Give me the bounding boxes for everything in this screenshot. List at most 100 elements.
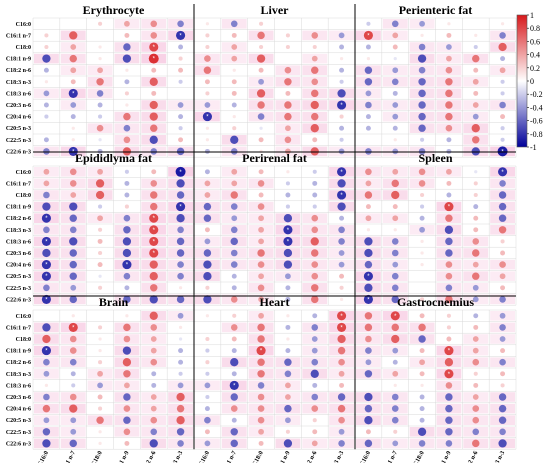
corr-dot bbox=[446, 168, 452, 175]
corr-dot bbox=[44, 44, 49, 50]
corr-dot bbox=[98, 274, 102, 278]
corr-dot bbox=[391, 284, 399, 292]
panels-layer: Erythrocyte * * * * * Liver * * Perienteric fat * *… bbox=[32, 3, 517, 450]
row-label: C18:3 n-3 bbox=[6, 80, 31, 86]
corr-dot bbox=[418, 440, 426, 447]
corr-dot bbox=[230, 296, 238, 303]
corr-dot bbox=[445, 112, 453, 121]
corr-dot bbox=[257, 261, 265, 268]
corr-dot bbox=[68, 322, 78, 332]
corr-dot bbox=[41, 213, 51, 223]
corr-dot bbox=[232, 68, 236, 72]
corr-dot bbox=[150, 202, 158, 211]
corr-dot bbox=[286, 314, 290, 318]
corr-dot bbox=[363, 271, 373, 281]
corr-dot bbox=[231, 371, 237, 377]
corr-dot bbox=[257, 31, 265, 40]
sig-star: * bbox=[260, 349, 263, 355]
corr-dot bbox=[122, 260, 132, 270]
corr-dot bbox=[390, 311, 400, 321]
corr-dot bbox=[123, 214, 131, 222]
corr-dot bbox=[70, 428, 77, 435]
corr-dot bbox=[444, 225, 454, 234]
corr-dot bbox=[231, 168, 238, 175]
colorbar-tick-label: 0 bbox=[530, 77, 534, 86]
corr-dot bbox=[122, 147, 132, 156]
corr-dot bbox=[284, 370, 292, 378]
corr-dot bbox=[364, 248, 373, 258]
row-label: C16:1 n-7 bbox=[6, 33, 31, 39]
row-label: C16:0 bbox=[16, 314, 31, 320]
corr-dot bbox=[232, 114, 236, 119]
corr-dot bbox=[339, 79, 344, 84]
sig-star: * bbox=[72, 91, 75, 97]
corr-dot bbox=[392, 125, 398, 131]
corr-dot bbox=[445, 284, 453, 292]
corr-dot bbox=[418, 124, 426, 132]
corr-dot bbox=[98, 297, 102, 302]
corr-dot bbox=[339, 44, 345, 50]
corr-dot bbox=[284, 66, 292, 74]
corr-dot bbox=[499, 180, 506, 187]
corr-dot bbox=[97, 262, 103, 268]
corr-dot bbox=[71, 126, 75, 130]
corr-dot bbox=[363, 294, 373, 304]
corr-dot bbox=[391, 238, 399, 245]
corr-dot bbox=[124, 169, 129, 174]
corr-dot bbox=[42, 439, 51, 448]
corr-dot bbox=[417, 427, 427, 436]
corr-dot bbox=[473, 215, 479, 221]
corr-dot bbox=[283, 439, 293, 448]
sig-star: * bbox=[367, 274, 370, 280]
corr-dot bbox=[500, 114, 506, 120]
sig-star: * bbox=[448, 205, 451, 211]
corr-dot bbox=[392, 440, 399, 447]
corr-dot bbox=[258, 273, 264, 280]
corr-dot bbox=[444, 202, 454, 212]
corr-dot bbox=[499, 273, 506, 280]
corr-dot bbox=[337, 404, 346, 413]
corr-dot bbox=[258, 296, 264, 303]
row-label: C18:2 n-6 bbox=[6, 216, 31, 222]
row-label: C20:4 n-6 bbox=[6, 115, 31, 121]
corr-dot bbox=[363, 30, 373, 40]
corr-dot bbox=[70, 417, 77, 424]
corr-dot bbox=[125, 103, 129, 107]
corr-dot bbox=[337, 190, 347, 200]
panel: Spleen * * * * bbox=[354, 151, 517, 306]
panel-title: Perirenal fat bbox=[242, 151, 307, 165]
corr-dot bbox=[364, 191, 373, 199]
corr-dot bbox=[471, 124, 480, 133]
corr-dot bbox=[124, 20, 130, 27]
corr-dot bbox=[391, 78, 399, 86]
corr-dot bbox=[258, 440, 264, 446]
panel: Brain * * bbox=[32, 295, 195, 450]
row-label: C18:2 n-6 bbox=[6, 68, 31, 74]
corr-dot bbox=[311, 66, 319, 74]
corr-dot bbox=[446, 148, 452, 154]
corr-dot bbox=[339, 137, 344, 142]
corr-dot bbox=[177, 272, 184, 280]
corr-dot bbox=[69, 202, 78, 211]
corr-dot bbox=[149, 112, 158, 121]
corr-dot bbox=[176, 147, 185, 156]
corr-dot bbox=[124, 192, 130, 198]
corr-dot bbox=[419, 359, 425, 366]
corr-dot bbox=[393, 228, 397, 232]
corr-dot bbox=[257, 101, 265, 109]
corr-dot bbox=[338, 440, 345, 447]
corr-dot bbox=[285, 324, 291, 330]
corr-dot bbox=[204, 406, 210, 412]
corr-dot bbox=[43, 90, 50, 97]
corr-dot bbox=[392, 370, 399, 377]
corr-dot bbox=[392, 113, 399, 120]
corr-dot bbox=[311, 324, 319, 331]
row-label: C16:0 bbox=[16, 22, 31, 28]
corr-dot bbox=[122, 248, 132, 258]
corr-dot bbox=[230, 226, 238, 234]
colorbar-tick-label: -0.8 bbox=[530, 130, 543, 139]
corr-dot bbox=[98, 348, 102, 353]
panel: Perirenal fat * * * * bbox=[193, 151, 356, 306]
corr-dot bbox=[473, 313, 479, 319]
sig-star: * bbox=[153, 216, 156, 222]
